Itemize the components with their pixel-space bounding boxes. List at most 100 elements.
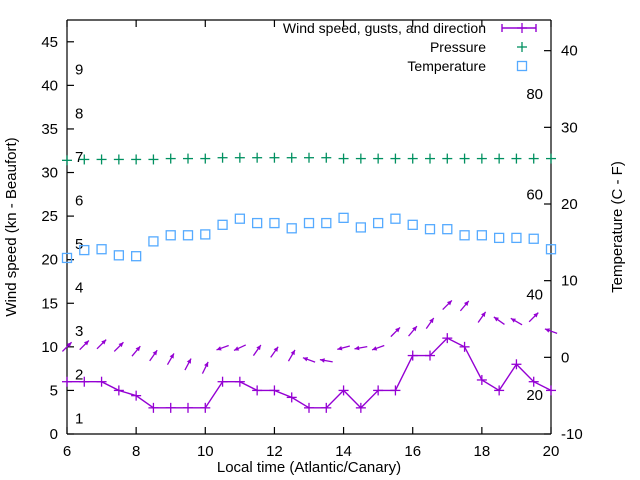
beaufort-label: 1 bbox=[75, 410, 83, 427]
wind-direction-arrowhead bbox=[429, 317, 434, 324]
temperature-point bbox=[459, 230, 470, 241]
y-tick-label-left: 40 bbox=[41, 77, 58, 94]
temperature-point bbox=[251, 217, 263, 229]
temperature-point bbox=[493, 232, 505, 244]
fahrenheit-label: 60 bbox=[526, 186, 543, 203]
temperature-point bbox=[476, 230, 488, 241]
wind-direction-arrowhead bbox=[319, 358, 325, 363]
wind-direction-arrowhead bbox=[186, 358, 192, 364]
x-tick-label: 6 bbox=[63, 443, 71, 460]
temperature-point bbox=[442, 224, 453, 235]
wind-direction-arrowhead bbox=[169, 353, 174, 359]
wind-direction-arrowhead bbox=[354, 345, 360, 351]
temperature-point bbox=[182, 230, 194, 241]
beaufort-label: 6 bbox=[75, 192, 83, 209]
wind-direction-arrowhead bbox=[233, 346, 240, 351]
y-tick-label-right: 30 bbox=[561, 119, 578, 136]
fahrenheit-label: 20 bbox=[526, 387, 543, 404]
temperature-point bbox=[355, 222, 367, 233]
wind-direction-arrowhead bbox=[66, 342, 72, 348]
temperature-point bbox=[217, 219, 228, 230]
y-axis-right-title: Temperature (C - F) bbox=[609, 161, 626, 293]
temperature-point bbox=[528, 233, 539, 244]
temperature-point bbox=[390, 213, 401, 224]
x-tick-label: 8 bbox=[132, 443, 140, 460]
wind-direction-arrowhead bbox=[101, 339, 107, 345]
wind-direction-arrowhead bbox=[464, 300, 469, 306]
beaufort-label: 8 bbox=[75, 105, 83, 122]
y-tick-label-left: 35 bbox=[41, 121, 58, 138]
temperature-point bbox=[511, 232, 522, 244]
beaufort-label: 9 bbox=[75, 62, 83, 79]
wind-direction-arrowhead bbox=[337, 345, 343, 351]
y-tick-label-right: 0 bbox=[561, 349, 569, 366]
temperature-point bbox=[148, 236, 159, 247]
y-tick-label-left: 10 bbox=[41, 339, 58, 356]
temperature-point bbox=[286, 223, 297, 234]
y-tick-label-right: 40 bbox=[561, 43, 578, 60]
temperature-point bbox=[372, 217, 384, 229]
y-tick-label-left: 25 bbox=[41, 208, 58, 225]
wind-direction-arrowhead bbox=[152, 350, 158, 356]
x-tick-label: 12 bbox=[266, 443, 283, 460]
y-tick-label-right: 10 bbox=[561, 273, 578, 290]
y-tick-label-left: 45 bbox=[41, 34, 58, 51]
wind-direction-arrowhead bbox=[372, 346, 378, 351]
legend-label-0: Wind speed, gusts, and direction bbox=[283, 20, 486, 36]
temperature-point bbox=[130, 251, 142, 262]
wind-direction-arrowhead bbox=[216, 346, 222, 351]
wind-direction-arrowhead bbox=[273, 346, 279, 352]
wind-direction-arrowhead bbox=[135, 346, 141, 352]
wind-direction-arrowhead bbox=[204, 361, 209, 368]
temperature-point bbox=[96, 244, 107, 255]
wind-direction-arrowhead bbox=[83, 340, 89, 346]
legend-label-1: Pressure bbox=[430, 39, 486, 55]
temperature-point bbox=[234, 213, 246, 224]
wind-direction-arrowhead bbox=[302, 357, 309, 362]
y-tick-label-left: 30 bbox=[41, 165, 58, 182]
wind-direction-arrowhead bbox=[446, 300, 452, 306]
beaufort-label: 5 bbox=[75, 236, 83, 253]
temperature-point bbox=[79, 244, 90, 256]
y-tick-label-left: 15 bbox=[41, 295, 58, 312]
temperature-point bbox=[61, 252, 73, 264]
fahrenheit-label: 80 bbox=[526, 86, 543, 103]
y-tick-label-left: 5 bbox=[50, 382, 58, 399]
legend-label-2: Temperature bbox=[407, 58, 486, 74]
temperature-point bbox=[545, 244, 557, 255]
fahrenheit-label: 100 bbox=[518, 0, 543, 3]
wind-direction-arrowhead bbox=[493, 316, 499, 322]
wind-direction-arrowhead bbox=[118, 342, 124, 348]
y-axis-left-title: Wind speed (kn - Beaufort) bbox=[3, 137, 20, 316]
temperature-point bbox=[424, 224, 436, 235]
y-tick-label-right: 20 bbox=[561, 196, 578, 213]
temperature-point bbox=[303, 217, 315, 229]
x-axis-title: Local time (Atlantic/Canary) bbox=[217, 459, 401, 476]
temperature-point bbox=[269, 217, 280, 229]
temperature-point bbox=[200, 229, 211, 240]
y-tick-label-left: 0 bbox=[50, 426, 58, 443]
x-tick-label: 20 bbox=[543, 443, 560, 460]
beaufort-label: 4 bbox=[75, 280, 83, 297]
x-tick-label: 16 bbox=[404, 443, 421, 460]
y-tick-label-left: 20 bbox=[41, 252, 58, 269]
x-tick-label: 10 bbox=[197, 443, 214, 460]
beaufort-label: 2 bbox=[75, 367, 83, 384]
temperature-point bbox=[321, 217, 332, 229]
temperature-point bbox=[338, 212, 349, 223]
temperature-point bbox=[113, 250, 125, 261]
x-tick-label: 14 bbox=[335, 443, 352, 460]
wind-direction-arrowhead bbox=[395, 327, 401, 333]
wind-direction-arrowhead bbox=[481, 311, 486, 318]
temperature-point bbox=[165, 230, 176, 241]
temperature-point bbox=[407, 219, 418, 230]
y-tick-label-right: -10 bbox=[561, 426, 583, 443]
wind-direction-arrowhead bbox=[510, 318, 516, 323]
beaufort-label: 7 bbox=[75, 149, 83, 166]
wind-direction-arrowhead bbox=[533, 312, 539, 318]
fahrenheit-label: 40 bbox=[526, 287, 543, 304]
wind-direction-arrowhead bbox=[412, 326, 417, 332]
wind-direction-arrowhead bbox=[290, 349, 295, 356]
